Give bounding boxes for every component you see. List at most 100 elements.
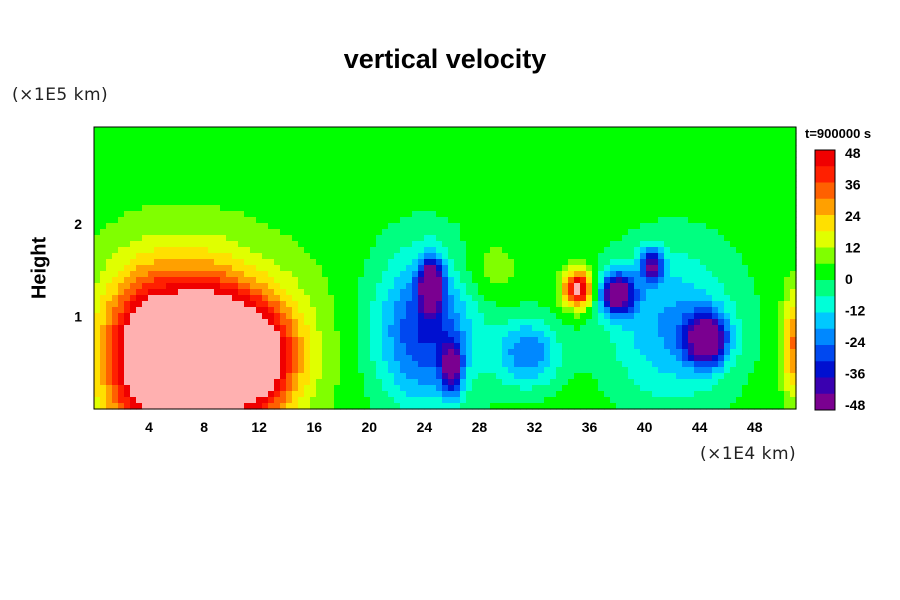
heatmap-cell <box>244 259 251 266</box>
heatmap-cell <box>412 169 419 176</box>
heatmap-cell <box>250 265 257 272</box>
heatmap-cell <box>238 373 245 380</box>
heatmap-cell <box>616 229 623 236</box>
heatmap-cell <box>454 229 461 236</box>
heatmap-cell <box>388 175 395 182</box>
heatmap-cell <box>526 169 533 176</box>
heatmap-cell <box>340 295 347 302</box>
heatmap-cell <box>346 295 353 302</box>
heatmap-cell <box>394 361 401 368</box>
heatmap-cell <box>100 205 107 212</box>
heatmap-cell <box>556 211 563 218</box>
heatmap-cell <box>424 133 431 140</box>
heatmap-cell <box>502 367 509 374</box>
heatmap-cell <box>406 337 413 344</box>
heatmap-cell <box>628 337 635 344</box>
heatmap-cell <box>370 169 377 176</box>
heatmap-cell <box>106 187 113 194</box>
heatmap-cell <box>100 247 107 254</box>
heatmap-cell <box>574 349 581 356</box>
heatmap-cell <box>370 193 377 200</box>
heatmap-cell <box>604 145 611 152</box>
heatmap-cell <box>682 151 689 158</box>
heatmap-cell <box>118 301 125 308</box>
heatmap-cell <box>238 259 245 266</box>
heatmap-cell <box>220 145 227 152</box>
heatmap-cell <box>514 139 521 146</box>
heatmap-cell <box>100 361 107 368</box>
heatmap-cell <box>364 187 371 194</box>
heatmap-cell <box>622 133 629 140</box>
heatmap-cell <box>646 277 653 284</box>
heatmap-cell <box>310 151 317 158</box>
heatmap-cell <box>178 223 185 230</box>
heatmap-cell <box>208 289 215 296</box>
heatmap-cell <box>250 349 257 356</box>
heatmap-cell <box>712 127 719 134</box>
heatmap-cell <box>148 343 155 350</box>
heatmap-cell <box>766 361 773 368</box>
heatmap-cell <box>340 157 347 164</box>
heatmap-cell <box>628 367 635 374</box>
heatmap-cell <box>220 199 227 206</box>
heatmap-cell <box>112 133 119 140</box>
heatmap-cell <box>496 217 503 224</box>
heatmap-cell <box>166 199 173 206</box>
heatmap-cell <box>640 307 647 314</box>
heatmap-cell <box>172 169 179 176</box>
heatmap-cell <box>328 181 335 188</box>
heatmap-cell <box>394 223 401 230</box>
heatmap-cell <box>520 169 527 176</box>
heatmap-cell <box>250 163 257 170</box>
heatmap-cell <box>598 301 605 308</box>
heatmap-cell <box>376 307 383 314</box>
heatmap-cell <box>730 265 737 272</box>
heatmap-cell <box>352 241 359 248</box>
heatmap-cell <box>256 259 263 266</box>
heatmap-cell <box>790 151 797 158</box>
heatmap-cell <box>646 205 653 212</box>
heatmap-cell <box>448 349 455 356</box>
heatmap-cell <box>712 331 719 338</box>
heatmap-cell <box>430 217 437 224</box>
heatmap-cell <box>778 127 785 134</box>
heatmap-cell <box>340 337 347 344</box>
heatmap-cell <box>508 229 515 236</box>
heatmap-cell <box>94 169 101 176</box>
heatmap-cell <box>232 151 239 158</box>
heatmap-cell <box>244 139 251 146</box>
heatmap-cell <box>496 205 503 212</box>
heatmap-cell <box>700 295 707 302</box>
heatmap-cell <box>628 319 635 326</box>
heatmap-cell <box>502 379 509 386</box>
heatmap-cell <box>544 367 551 374</box>
heatmap-cell <box>172 289 179 296</box>
heatmap-cell <box>544 217 551 224</box>
heatmap-cell <box>124 241 131 248</box>
heatmap-cell <box>94 187 101 194</box>
heatmap-cell <box>202 181 209 188</box>
heatmap-cell <box>490 253 497 260</box>
heatmap-cell <box>460 229 467 236</box>
heatmap-cell <box>430 355 437 362</box>
heatmap-cell <box>250 241 257 248</box>
heatmap-cell <box>202 235 209 242</box>
heatmap-cell <box>682 205 689 212</box>
heatmap-cell <box>172 349 179 356</box>
heatmap-cell <box>346 259 353 266</box>
heatmap-cell <box>220 277 227 284</box>
heatmap-cell <box>784 271 791 278</box>
heatmap-cell <box>616 217 623 224</box>
heatmap-cell <box>724 169 731 176</box>
heatmap-cell <box>760 325 767 332</box>
heatmap-cell <box>262 187 269 194</box>
heatmap-cell <box>118 205 125 212</box>
heatmap-cell <box>238 175 245 182</box>
heatmap-cell <box>292 301 299 308</box>
heatmap-cell <box>628 247 635 254</box>
heatmap-cell <box>706 181 713 188</box>
heatmap-cell <box>658 325 665 332</box>
heatmap-cell <box>172 181 179 188</box>
heatmap-cell <box>496 127 503 134</box>
heatmap-cell <box>736 133 743 140</box>
